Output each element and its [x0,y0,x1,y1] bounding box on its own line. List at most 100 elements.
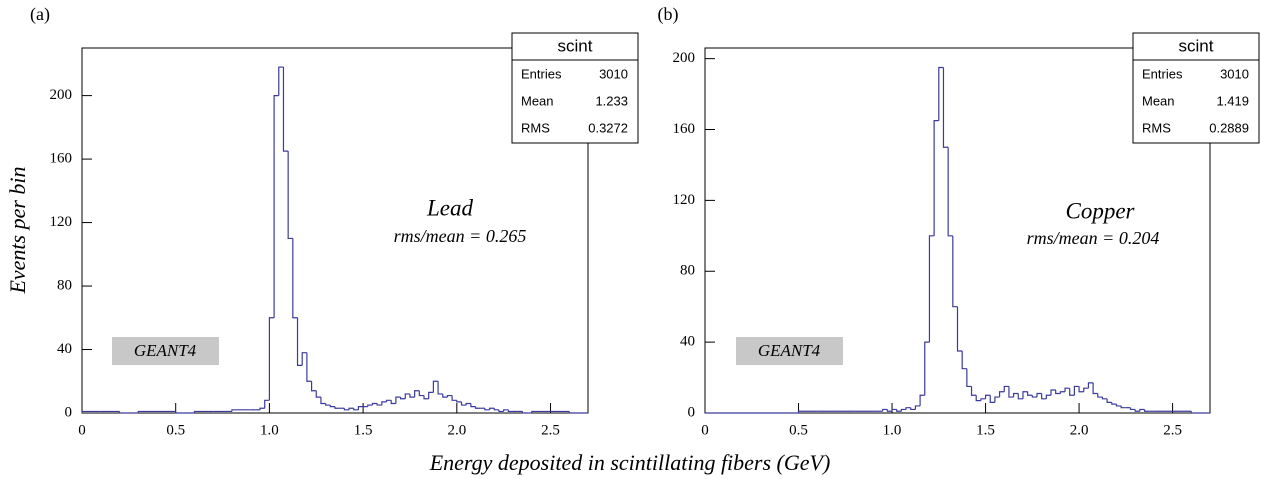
histogram-bin [1013,392,1019,398]
histogram-bin [1190,411,1210,414]
histogram-bin [521,411,528,414]
y-tick-label: 40 [680,334,695,350]
histogram-bin [1078,386,1084,393]
histogram-bin [315,390,321,398]
histogram-bin [390,400,396,405]
histogram-bin [1101,397,1108,400]
histogram-bin [1087,382,1094,389]
histogram-bin [395,396,401,404]
histogram-bin [137,410,157,413]
histogram-bin [381,401,387,406]
y-tick-label: 160 [673,121,696,137]
histogram-bin [905,407,911,410]
histogram-bin [474,406,481,409]
histogram-bin [306,352,312,382]
histogram-bin [928,235,935,343]
histogram-bin [493,408,499,411]
histogram-bin [310,381,317,392]
histogram-bin [924,341,930,396]
histogram-bin [451,395,457,401]
stats-name: Mean [521,93,554,108]
histogram-bin [1106,398,1112,403]
histogram-bin [970,386,977,396]
histogram-bin [896,409,902,412]
histogram-bin [797,410,818,413]
histogram-bin [1120,405,1126,409]
y-tick-label: 120 [50,214,73,230]
histogram-bin [989,395,995,403]
histogram-bin [1031,395,1037,398]
histogram-bin [1059,391,1066,394]
histogram-bin [273,95,279,318]
tag-box [112,337,219,365]
stats-name: RMS [1142,120,1171,135]
histogram-bin [432,380,439,393]
stats-box [1132,32,1260,144]
x-tick-label: 2.5 [541,422,560,438]
histogram-bin [1045,394,1052,399]
histogram-bin [914,405,921,410]
histogram-bin [1036,392,1042,398]
histogram-bin [1139,408,1145,412]
histogram-bin [952,235,958,308]
histogram-bin [320,397,326,405]
histogram-bin [1017,393,1023,400]
histogram-bin [1008,386,1014,398]
histogram-bin [348,407,354,410]
histogram-bin [503,409,509,412]
histogram-bin [329,405,335,408]
histogram-bin [292,238,298,319]
histogram-bin [484,408,490,411]
histogram-bin [456,400,462,403]
histogram-bin [1064,387,1070,392]
histogram-bin [118,411,139,414]
x-tick-label: 2.0 [1070,422,1089,438]
panel-label: (a) [30,4,50,25]
histogram-bin [975,395,981,402]
sub-annotation: rms/mean = 0.204 [1027,228,1160,248]
histogram-bin [1143,409,1150,412]
histogram-bin [1003,385,1009,392]
histogram-bin [470,403,476,408]
histogram-bin [231,409,251,412]
histogram-bin [460,401,467,406]
histogram-bin [886,409,893,412]
histogram-bin [442,393,448,398]
histogram-bin [489,407,495,410]
histogram-bin [353,408,359,411]
histogram-bin [334,406,340,409]
x-axis-label: Energy deposited in scintillating fibers… [429,450,831,475]
x-tick-label: 1.5 [354,422,373,438]
histogram-bin [998,391,1005,398]
histogram-bin [301,352,307,366]
histogram-bin [357,406,364,410]
histogram-bin [966,368,972,388]
histogram-bin [404,393,410,399]
histogram-bin [175,411,195,414]
histogram-bin [984,394,991,399]
stats-name: Entries [521,66,562,81]
histogram-bin [428,391,434,399]
stats-name: Mean [1142,93,1175,108]
histogram-bin [325,403,331,406]
histogram-bin [1097,393,1103,398]
x-tick-label: 0.5 [166,422,185,438]
histogram-bin [919,394,925,406]
x-tick-label: 1.5 [976,422,995,438]
histogram-bin [498,409,504,413]
annotation: Lead [426,195,474,220]
histogram-bin [1129,407,1136,411]
histogram-bin [376,403,382,406]
tag-label: GEANT4 [134,341,197,360]
x-tick-label: 2.5 [1163,422,1182,438]
histogram-bin [409,393,415,398]
tag-label: GEANT4 [758,341,821,360]
stats-title: scint [1179,36,1214,55]
histogram-bin [1027,391,1033,396]
y-tick-label: 80 [57,277,72,293]
histogram-bin [938,66,944,121]
histogram-bin [994,396,1000,403]
histogram-bin [81,410,101,413]
stats-value: 3010 [599,66,628,81]
histogram-bin [1111,402,1117,405]
